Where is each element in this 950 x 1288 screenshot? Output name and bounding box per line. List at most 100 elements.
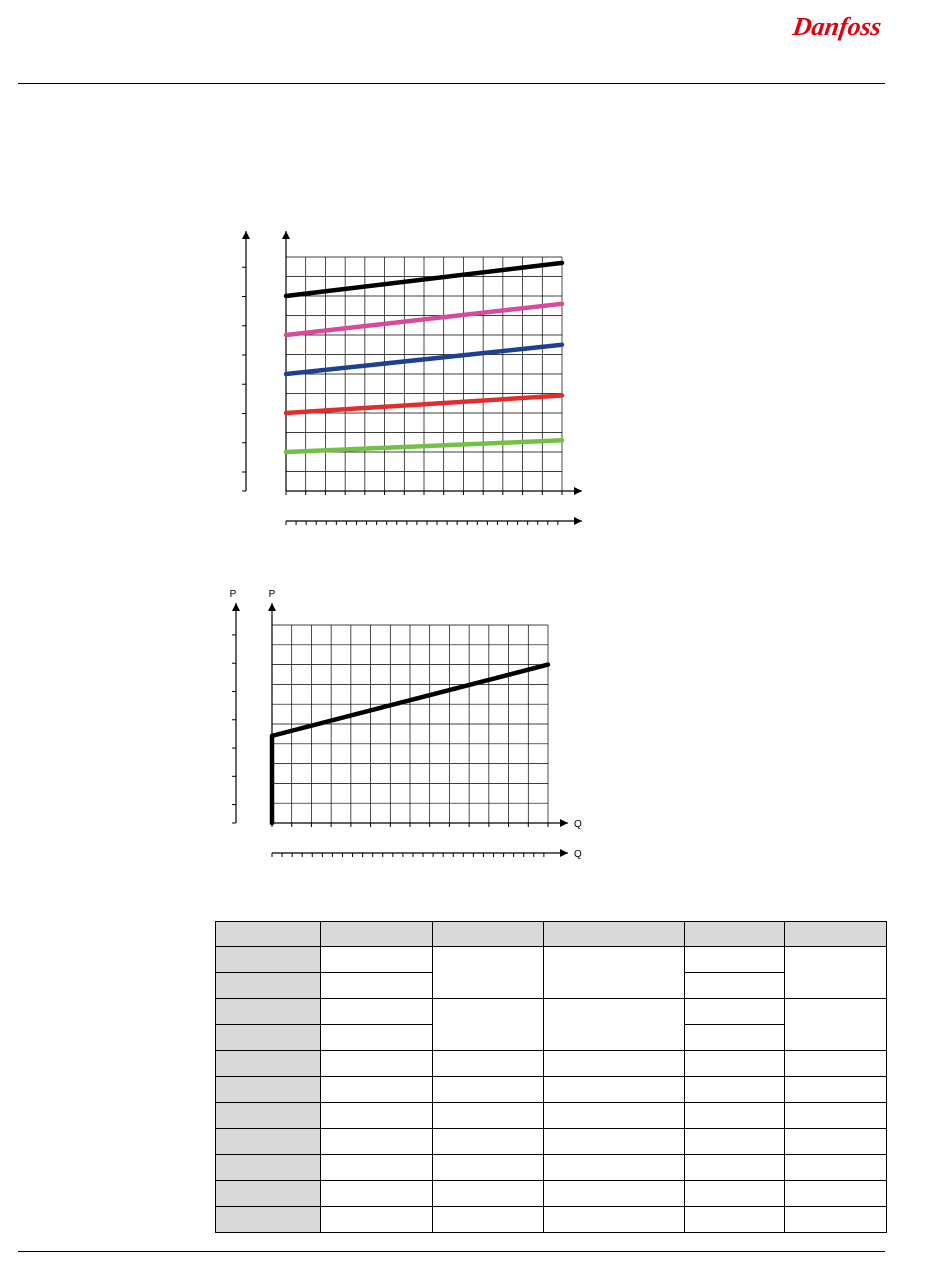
- table-cell: [320, 1206, 433, 1233]
- logo-text: Danfoss: [790, 12, 883, 41]
- table-row: [215, 946, 887, 999]
- table-cell: [432, 1180, 544, 1207]
- danfoss-logo: Danfoss: [790, 12, 883, 41]
- table-header-cell: [684, 921, 785, 947]
- table-cell: [215, 946, 321, 973]
- series-line: [283, 438, 565, 455]
- table-cell: [215, 1050, 321, 1077]
- bottom-axis-arrow: [574, 517, 582, 525]
- table-cell: [215, 1206, 321, 1233]
- table-cell: [215, 1128, 321, 1155]
- table-cell: [320, 972, 433, 999]
- table-header-cell: [543, 921, 685, 947]
- x-axis-arrow: [560, 819, 568, 827]
- table-cell: [784, 1206, 887, 1233]
- bottom-axis-arrow: [560, 849, 568, 857]
- table-cell: [784, 946, 887, 999]
- table-cell: [684, 1154, 785, 1181]
- table-cell: [684, 1180, 785, 1207]
- table-cell: [320, 946, 433, 973]
- table-cell: [784, 1076, 887, 1103]
- series-line: [283, 301, 565, 338]
- series-line: [283, 342, 565, 377]
- table-cell: [432, 946, 544, 999]
- table-cell: [684, 946, 785, 973]
- table-cell: [432, 998, 544, 1051]
- table-cell: [784, 1128, 887, 1155]
- table-cell: [215, 1024, 321, 1051]
- table-header-cell: [215, 921, 321, 947]
- series-line: [283, 393, 565, 416]
- spec-table: [215, 921, 887, 1233]
- table-cell: [543, 1050, 685, 1077]
- table-row: [215, 1102, 887, 1129]
- table-cell: [320, 1024, 433, 1051]
- table-cell: [320, 1128, 433, 1155]
- table-cell: [543, 1076, 685, 1103]
- table-cell: [432, 1128, 544, 1155]
- table-cell: [784, 1154, 887, 1181]
- series-line: [269, 662, 551, 826]
- table-cell: [320, 998, 433, 1025]
- table-cell: [543, 1102, 685, 1129]
- table-cell: [215, 1180, 321, 1207]
- left-axis-arrow: [232, 603, 240, 611]
- table-cell: [320, 1180, 433, 1207]
- table-row: [215, 1076, 887, 1103]
- table-cell: [784, 1102, 887, 1129]
- table-cell: [684, 998, 785, 1025]
- table-cell: [432, 1154, 544, 1181]
- y-axis-label: P: [269, 589, 276, 600]
- table-cell: [543, 1154, 685, 1181]
- table-cell: [684, 1102, 785, 1129]
- table-cell: [215, 1102, 321, 1129]
- header-rule: [18, 83, 885, 84]
- table-row: [215, 1206, 887, 1233]
- chart-2-svg: P P Q Q: [230, 589, 582, 860]
- table-cell: [784, 1050, 887, 1077]
- x-axis-arrow: [574, 487, 582, 495]
- table-cell: [784, 1180, 887, 1207]
- table-row: [215, 1180, 887, 1207]
- table-cell: [320, 1050, 433, 1077]
- table-header-cell: [784, 921, 887, 947]
- table-cell: [432, 1050, 544, 1077]
- table-cell: [684, 1050, 785, 1077]
- left-axis-label: P: [230, 589, 237, 600]
- table-row: [215, 1128, 887, 1155]
- table-cell: [543, 1128, 685, 1155]
- table-cell: [215, 1076, 321, 1103]
- footer-rule: [18, 1251, 885, 1252]
- table-cell: [543, 1206, 685, 1233]
- table-cell: [432, 1206, 544, 1233]
- table-cell: [784, 998, 887, 1051]
- table-cell: [320, 1076, 433, 1103]
- y-axis-arrow: [268, 603, 276, 611]
- table-cell: [684, 972, 785, 999]
- table-cell: [432, 1102, 544, 1129]
- table-header-cell: [432, 921, 544, 947]
- table-cell: [215, 972, 321, 999]
- table-cell: [684, 1076, 785, 1103]
- table-cell: [543, 946, 685, 999]
- table-cell: [320, 1102, 433, 1129]
- table-cell: [320, 1154, 433, 1181]
- table-row: [215, 1050, 887, 1077]
- left-axis-arrow: [242, 231, 250, 239]
- table-row: [215, 1154, 887, 1181]
- table-row: [215, 972, 887, 999]
- chart-1: [200, 225, 600, 535]
- table-row: [215, 998, 887, 1051]
- table-cell: [215, 998, 321, 1025]
- table-cell: [684, 1128, 785, 1155]
- table-header-cell: [320, 921, 433, 947]
- table-cell: [543, 998, 685, 1051]
- bottom-axis-label: Q: [574, 849, 582, 860]
- table-cell: [684, 1206, 785, 1233]
- series-line: [283, 260, 565, 299]
- y-axis-arrow: [282, 231, 290, 239]
- table-cell: [432, 1076, 544, 1103]
- chart-1-svg: [242, 231, 582, 525]
- table-header-row: [215, 921, 887, 947]
- table-cell: [215, 1154, 321, 1181]
